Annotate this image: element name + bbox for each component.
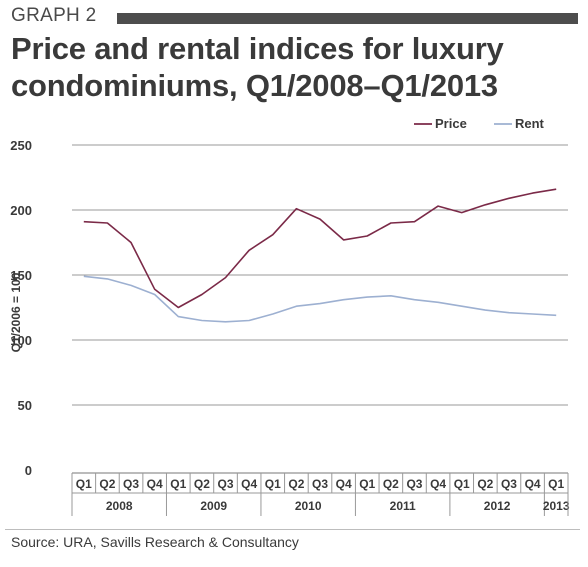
source-note: Source: URA, Savills Research & Consulta…: [11, 534, 299, 550]
x-tick-label: Q3: [218, 477, 234, 491]
year-label: 2012: [484, 499, 511, 513]
y-tick-label: 250: [10, 138, 32, 153]
x-tick-label: Q2: [477, 477, 493, 491]
x-tick-label: Q4: [241, 477, 257, 491]
x-tick-label: Q1: [359, 477, 375, 491]
legend-label: Price: [435, 116, 467, 131]
chart-title: Price and rental indices for luxury cond…: [11, 30, 581, 104]
year-label: 2013: [543, 499, 570, 513]
x-tick-label: Q4: [525, 477, 541, 491]
y-tick-label: 0: [25, 463, 32, 478]
x-tick-label: Q4: [430, 477, 446, 491]
year-label: 2008: [106, 499, 133, 513]
chart-title-line-1: Price and rental indices for luxury: [11, 31, 504, 66]
x-tick-label: Q1: [548, 477, 564, 491]
x-tick-label: Q2: [194, 477, 210, 491]
y-tick-label: 150: [10, 268, 32, 283]
x-tick-label: Q2: [288, 477, 304, 491]
x-tick-label: Q1: [454, 477, 470, 491]
year-label: 2009: [200, 499, 227, 513]
year-label: 2010: [295, 499, 322, 513]
y-tick-label: 50: [18, 398, 32, 413]
x-tick-label: Q3: [406, 477, 422, 491]
graph-header-bar: [117, 13, 578, 24]
x-tick-label: Q3: [123, 477, 139, 491]
y-tick-label: 200: [10, 203, 32, 218]
footer-divider: [5, 529, 580, 530]
series-line-price: [83, 188, 557, 309]
x-tick-label: Q1: [76, 477, 92, 491]
x-tick-label: Q1: [265, 477, 281, 491]
x-tick-label: Q2: [99, 477, 115, 491]
chart-title-line-2: condominiums, Q1/2008–Q1/2013: [11, 68, 498, 103]
y-axis-title: Q1/2006 = 100: [9, 272, 23, 352]
x-tick-label: Q4: [336, 477, 352, 491]
x-tick-label: Q2: [383, 477, 399, 491]
legend-label: Rent: [515, 116, 545, 131]
x-tick-label: Q1: [170, 477, 186, 491]
graph-label: GRAPH 2: [11, 5, 97, 26]
year-label: 2011: [390, 499, 416, 513]
y-tick-label: 100: [10, 333, 32, 348]
series-line-rent: [83, 275, 557, 323]
x-tick-label: Q3: [501, 477, 517, 491]
x-tick-label: Q3: [312, 477, 328, 491]
x-tick-label: Q4: [147, 477, 163, 491]
